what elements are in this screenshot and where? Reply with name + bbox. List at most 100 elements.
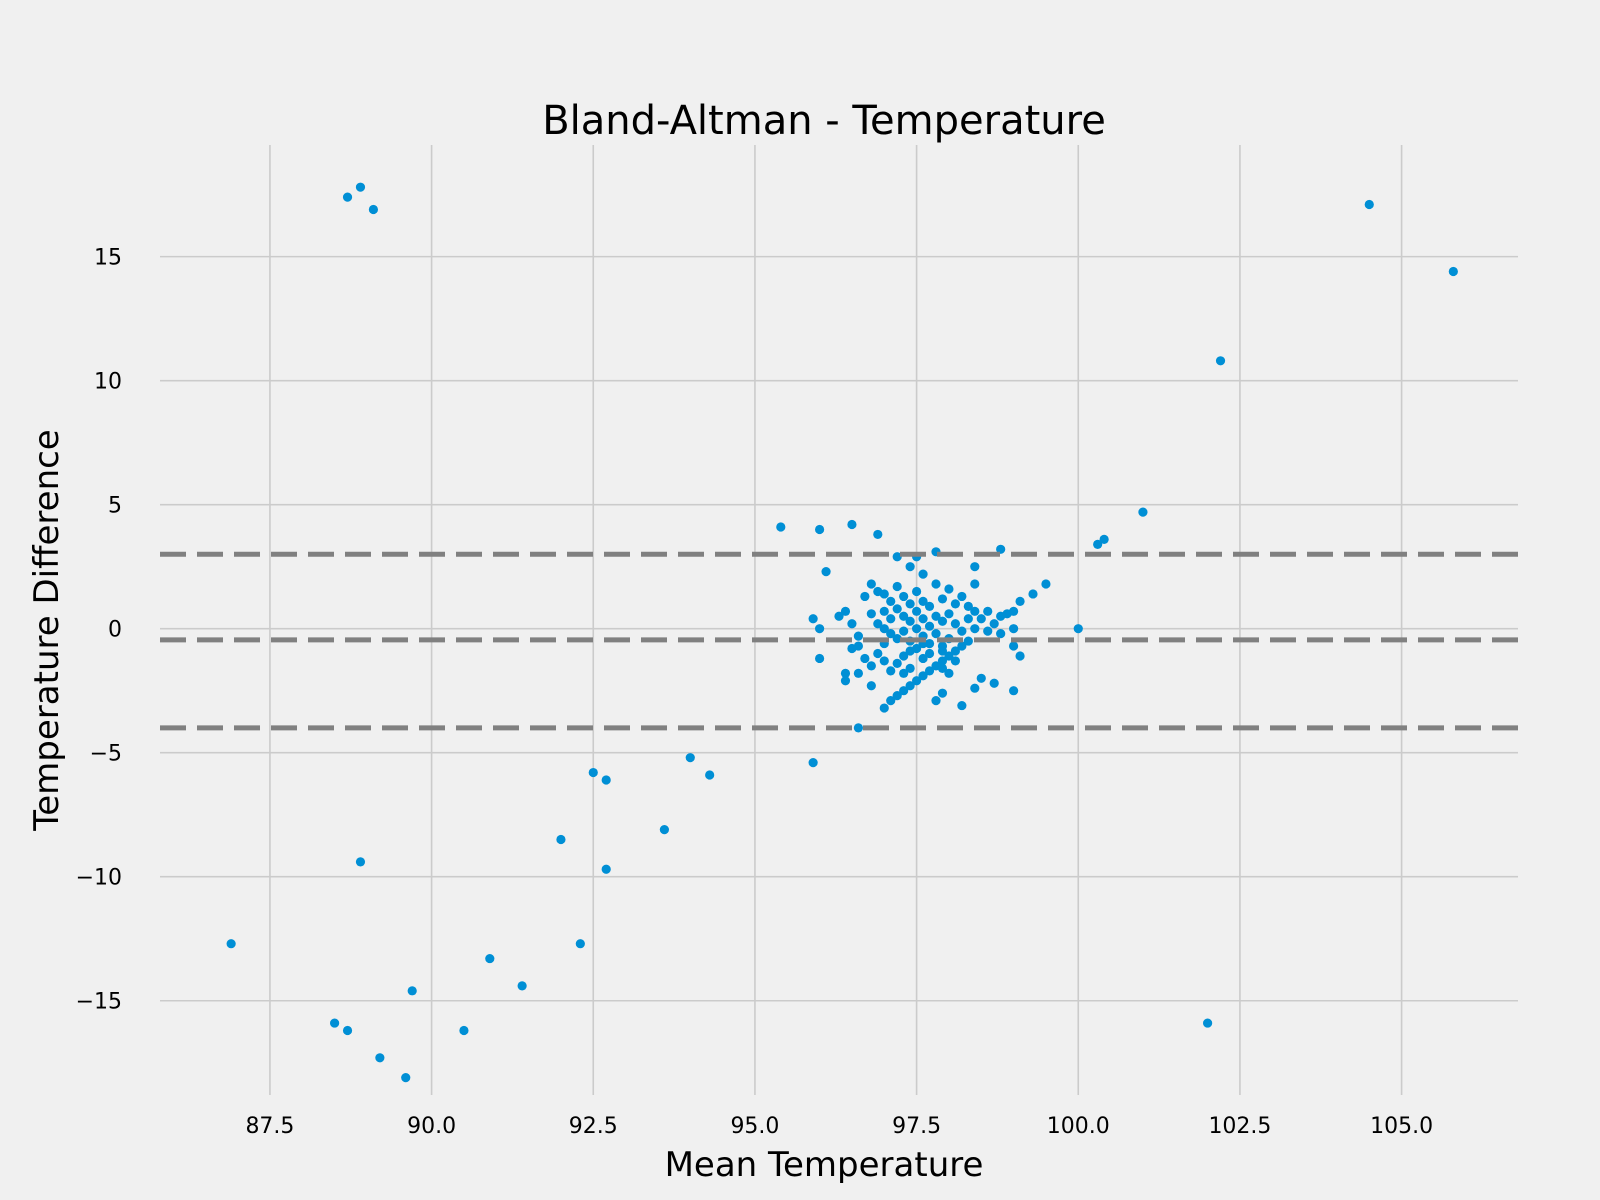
data-point: [808, 758, 818, 768]
data-point: [937, 616, 948, 626]
data-point: [924, 648, 935, 659]
data-point: [1009, 686, 1019, 696]
y-axis-label: Temperature Difference: [27, 429, 67, 831]
y-tick-label: 0: [108, 618, 122, 643]
data-point: [834, 611, 844, 621]
data-point: [1073, 624, 1083, 634]
data-point: [892, 581, 902, 592]
data-point: [1093, 539, 1103, 549]
data-point: [950, 619, 961, 629]
data-point: [905, 681, 915, 691]
data-point: [685, 753, 695, 763]
data-point: [963, 601, 973, 611]
data-point: [840, 606, 851, 616]
data-point: [899, 591, 909, 602]
data-point: [886, 596, 896, 606]
data-point: [989, 678, 999, 688]
data-point: [879, 656, 889, 666]
data-point: [459, 1025, 469, 1036]
data-point: [892, 552, 902, 562]
data-point: [866, 609, 876, 619]
data-point: [866, 681, 876, 691]
data-point: [996, 629, 1006, 639]
data-point: [1099, 534, 1109, 544]
y-tick-label: −15: [76, 990, 122, 1015]
x-tick-label: 92.5: [569, 1114, 618, 1139]
data-point: [905, 646, 915, 656]
data-point: [873, 529, 883, 540]
data-point: [918, 569, 928, 579]
data-point: [853, 723, 864, 733]
data-point: [1203, 1018, 1213, 1028]
data-point: [601, 775, 611, 785]
data-point: [963, 636, 973, 646]
data-point: [931, 696, 941, 706]
data-point: [860, 653, 870, 664]
data-point: [912, 606, 922, 616]
data-point: [1138, 507, 1148, 517]
data-point: [970, 579, 980, 589]
data-point: [963, 614, 973, 624]
data-point: [950, 599, 961, 609]
data-point: [892, 691, 902, 701]
data-point: [950, 646, 961, 656]
data-point: [924, 601, 935, 611]
data-point: [931, 611, 941, 621]
data-point: [931, 579, 941, 589]
data-point: [918, 653, 928, 664]
data-point: [355, 857, 366, 867]
data-point: [976, 673, 986, 683]
data-point: [892, 604, 902, 614]
data-point: [853, 631, 864, 641]
x-tick-label: 97.5: [892, 1114, 941, 1139]
data-point: [355, 182, 366, 192]
data-point: [970, 606, 980, 616]
x-tick-label: 90.0: [407, 1114, 456, 1139]
data-point: [957, 641, 967, 651]
data-point: [886, 666, 896, 676]
data-point: [957, 626, 967, 636]
data-point: [847, 619, 857, 629]
data-point: [776, 522, 786, 532]
x-tick-label: 105.0: [1370, 1114, 1433, 1139]
data-point: [931, 629, 941, 639]
data-point: [937, 688, 948, 698]
data-point: [815, 524, 825, 535]
data-point: [407, 986, 417, 996]
data-point: [879, 703, 889, 713]
chart-title: Bland-Altman - Temperature: [542, 98, 1106, 144]
data-point: [368, 204, 378, 215]
data-point: [886, 614, 896, 624]
y-tick-label: −5: [90, 742, 122, 767]
data-point: [1364, 199, 1374, 210]
data-point: [899, 611, 909, 621]
grid-layer: [160, 145, 1518, 1095]
y-tick-label: 15: [94, 246, 122, 271]
data-point: [840, 676, 851, 686]
data-point: [996, 544, 1006, 554]
data-point: [970, 562, 980, 572]
data-point: [866, 579, 876, 589]
data-point: [899, 626, 909, 636]
x-tick-labels: 87.5 90.0 92.5 95.0 97.5 100.0 102.5 105.0: [245, 1114, 1433, 1139]
y-tick-label: 5: [108, 494, 122, 519]
data-point: [1015, 596, 1025, 606]
data-point: [556, 834, 566, 845]
data-point: [970, 683, 980, 693]
data-point: [588, 767, 598, 778]
data-point: [892, 658, 902, 669]
data-point: [840, 668, 851, 678]
data-point: [1009, 606, 1019, 616]
x-tick-label: 100.0: [1047, 1114, 1110, 1139]
data-point: [918, 671, 928, 681]
data-point: [853, 668, 864, 678]
data-point: [912, 624, 922, 634]
data-point: [905, 562, 915, 572]
data-point: [575, 939, 585, 949]
data-point: [821, 567, 831, 577]
data-point: [944, 609, 954, 619]
data-point: [879, 624, 889, 634]
data-point: [983, 626, 993, 636]
